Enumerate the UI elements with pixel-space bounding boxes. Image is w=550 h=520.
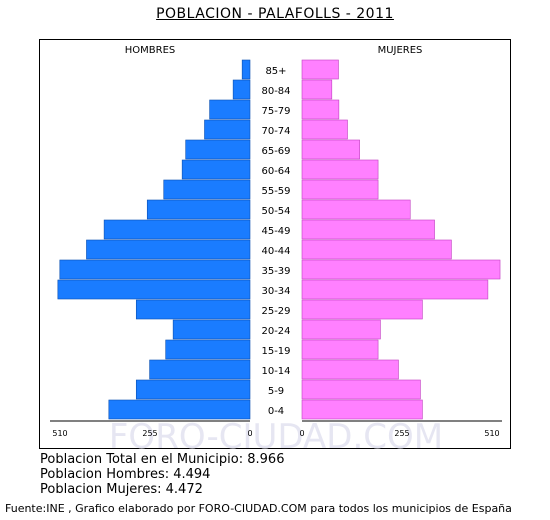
bar-mujeres-50-54 <box>301 199 411 220</box>
bar-hombres-60-64 <box>181 159 251 180</box>
chart-title: POBLACION - PALAFOLLS - 2011 <box>156 6 394 22</box>
age-label-10-14: 10-14 <box>261 366 290 377</box>
watermark: FORO-CIUDAD.COM <box>109 417 443 450</box>
bar-mujeres-10-14 <box>301 359 399 380</box>
bar-hombres-65-69 <box>185 139 251 160</box>
tick-label-1: 255 <box>142 429 157 438</box>
bar-hombres-15-19 <box>165 339 251 360</box>
age-label-20-24: 20-24 <box>261 326 290 337</box>
age-label-45-49: 45-49 <box>261 226 290 237</box>
bar-mujeres-20-24 <box>301 319 381 340</box>
bar-mujeres-60-64 <box>301 159 379 180</box>
bar-mujeres-35-39 <box>301 259 501 280</box>
bar-hombres-35-39 <box>59 259 251 280</box>
age-label-80-84: 80-84 <box>261 86 290 97</box>
bar-mujeres-25-29 <box>301 299 423 320</box>
bar-hombres-25-29 <box>135 299 251 320</box>
bar-mujeres-0-4 <box>301 399 423 420</box>
bar-hombres-40-44 <box>86 239 251 260</box>
bar-hombres-45-49 <box>103 219 251 240</box>
tick-label-0: 510 <box>52 429 67 438</box>
age-label-65-69: 65-69 <box>261 146 290 157</box>
mujeres-label: MUJERES <box>378 45 423 56</box>
bar-mujeres-55-59 <box>301 179 379 200</box>
chart-frame: FORO-CIUDAD.COM HOMBRES MUJERES 85+ 80-84 75-… <box>39 39 511 450</box>
male-population-text: Poblacion Hombres: 4.494 <box>40 467 211 482</box>
age-label-75-79: 75-79 <box>261 106 290 117</box>
bar-mujeres-75-79 <box>301 99 340 120</box>
bar-hombres-55-59 <box>163 179 251 200</box>
bar-mujeres-70-74 <box>301 119 348 140</box>
bar-mujeres-45-49 <box>301 219 435 240</box>
source-footer: Fuente:INE , Grafico elaborado por FORO-… <box>5 502 512 515</box>
age-label-25-29: 25-29 <box>261 306 290 317</box>
bar-hombres-30-34 <box>57 279 251 300</box>
bar-hombres-85+ <box>241 59 251 80</box>
tick-label-3: 0 <box>299 429 304 438</box>
age-label-85+: 85+ <box>265 66 286 77</box>
bar-mujeres-85+ <box>301 59 339 80</box>
age-label-50-54: 50-54 <box>261 206 290 217</box>
tick-label-2: 0 <box>247 429 252 438</box>
bar-mujeres-5-9 <box>301 379 421 400</box>
tick-label-5: 510 <box>484 429 499 438</box>
tick-label-4: 255 <box>394 429 409 438</box>
bar-mujeres-30-34 <box>301 279 489 300</box>
bar-hombres-0-4 <box>108 399 251 420</box>
age-label-5-9: 5-9 <box>268 386 284 397</box>
bar-hombres-70-74 <box>204 119 251 140</box>
bar-mujeres-80-84 <box>301 79 333 100</box>
age-label-15-19: 15-19 <box>261 346 290 357</box>
bar-mujeres-40-44 <box>301 239 452 260</box>
bar-mujeres-15-19 <box>301 339 379 360</box>
total-population-text: Poblacion Total en el Municipio: 8.966 <box>40 452 285 467</box>
age-label-35-39: 35-39 <box>261 266 290 277</box>
bar-hombres-50-54 <box>146 199 251 220</box>
age-label-0-4: 0-4 <box>268 406 284 417</box>
age-label-60-64: 60-64 <box>261 166 290 177</box>
age-label-70-74: 70-74 <box>261 126 290 137</box>
population-pyramid-chart: FORO-CIUDAD.COM HOMBRES MUJERES 85+ 80-84 75-… <box>50 45 502 450</box>
bar-mujeres-65-69 <box>301 139 360 160</box>
female-population-text: Poblacion Mujeres: 4.472 <box>40 482 203 497</box>
bar-hombres-5-9 <box>135 379 251 400</box>
age-label-55-59: 55-59 <box>261 186 290 197</box>
age-label-40-44: 40-44 <box>261 246 290 257</box>
bar-hombres-75-79 <box>209 99 251 120</box>
age-label-30-34: 30-34 <box>261 286 290 297</box>
bar-hombres-20-24 <box>172 319 251 340</box>
bar-hombres-80-84 <box>232 79 251 100</box>
bar-hombres-10-14 <box>149 359 251 380</box>
hombres-label: HOMBRES <box>125 45 176 56</box>
